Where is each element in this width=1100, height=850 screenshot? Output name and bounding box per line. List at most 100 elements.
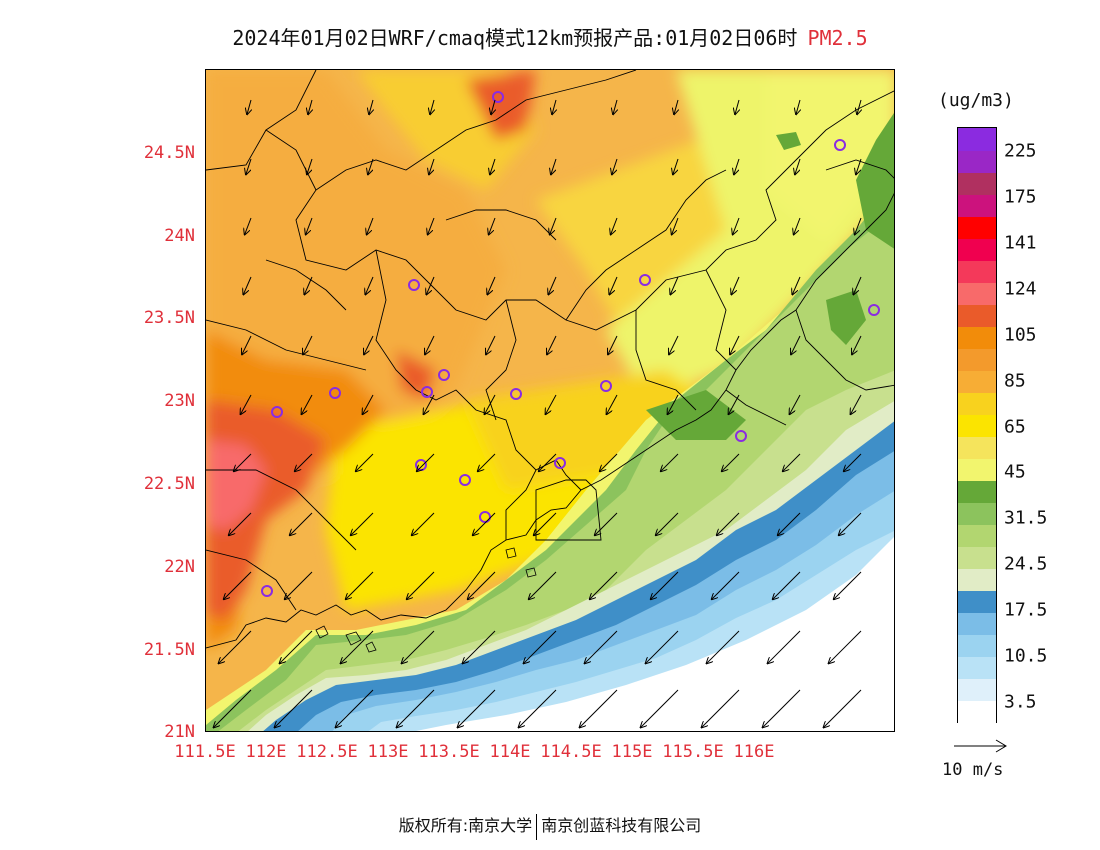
wind-arrow-icon bbox=[489, 217, 496, 234]
coastline-and-boundaries bbox=[206, 70, 894, 649]
wind-arrow-icon bbox=[367, 217, 374, 234]
wind-arrow-icon bbox=[651, 571, 679, 599]
wind-arrow-icon bbox=[529, 571, 557, 599]
station-marker bbox=[510, 388, 522, 400]
wind-arrow-icon bbox=[783, 453, 801, 471]
wind-arrow-icon bbox=[229, 512, 252, 535]
reference-vector-arrow-icon bbox=[954, 739, 1007, 753]
wind-arrow-icon bbox=[773, 571, 801, 599]
color-scale-bar bbox=[957, 127, 997, 723]
wind-arrow-icon bbox=[731, 276, 740, 294]
wind-arrow-icon bbox=[735, 99, 739, 114]
wind-arrow-icon bbox=[428, 217, 435, 234]
wind-arrow-icon bbox=[707, 630, 740, 663]
color-scale-segment bbox=[958, 634, 996, 657]
wind-arrow-icon bbox=[280, 630, 313, 663]
wind-arrow-icon bbox=[796, 99, 800, 114]
lat-label: 24N bbox=[164, 226, 195, 246]
wind-arrow-icon bbox=[612, 158, 618, 174]
lat-label: 21N bbox=[164, 722, 195, 742]
legend-label: 65 bbox=[1004, 416, 1026, 438]
wind-arrow-icon bbox=[295, 453, 313, 471]
station-marker bbox=[261, 585, 273, 597]
station-marker bbox=[421, 386, 433, 398]
wind-arrow-icon bbox=[468, 571, 496, 599]
wind-arrow-icon bbox=[243, 276, 252, 294]
wind-arrow-icon bbox=[722, 453, 740, 471]
wind-arrow-icon bbox=[429, 158, 435, 174]
wind-arrow-icon bbox=[519, 689, 557, 727]
legend-label: 10.5 bbox=[1004, 645, 1048, 667]
lon-label: 112.5E bbox=[296, 742, 358, 762]
legend-label: 124 bbox=[1004, 278, 1037, 300]
color-scale-segment bbox=[958, 458, 996, 481]
wind-arrow-icon bbox=[794, 217, 801, 234]
wind-arrow-icon bbox=[855, 217, 862, 234]
copyright-left: 版权所有:南京大学 bbox=[398, 816, 533, 835]
wind-arrow-icon bbox=[306, 217, 313, 234]
wind-arrow-icon bbox=[844, 453, 862, 471]
wind-arrow-icon bbox=[712, 571, 740, 599]
station-marker bbox=[271, 406, 283, 418]
color-scale-segment bbox=[958, 524, 996, 547]
wind-arrow-icon bbox=[478, 453, 496, 471]
wind-arrow-icon bbox=[285, 571, 313, 599]
wind-arrow-icon bbox=[839, 512, 862, 535]
wind-arrow-icon bbox=[646, 630, 679, 663]
wind-arrow-icon bbox=[548, 276, 557, 294]
copyright-footer: 版权所有:南京大学 南京创蓝科技有限公司 bbox=[0, 812, 1100, 840]
map-title: 2024年01月02日WRF/cmaq模式12km预报产品:01月02日06时 P… bbox=[0, 22, 1100, 51]
wind-arrow-icon bbox=[590, 571, 618, 599]
color-scale-segment bbox=[958, 502, 996, 525]
wind-arrow-icon bbox=[580, 689, 618, 727]
wind-arrow-icon bbox=[241, 394, 252, 414]
color-scale-segment bbox=[958, 480, 996, 503]
title-main: 2024年01月02日WRF/cmaq模式12km预报产品:01月02日06时 bbox=[232, 26, 798, 50]
color-scale-segment bbox=[958, 172, 996, 195]
wind-arrow-icon bbox=[546, 394, 557, 414]
wind-vectors bbox=[214, 99, 862, 727]
wind-arrow-icon bbox=[585, 630, 618, 663]
color-scale-segment bbox=[958, 546, 996, 569]
color-scale-segment bbox=[958, 700, 996, 723]
wind-arrow-icon bbox=[729, 394, 740, 414]
station-marker bbox=[735, 430, 747, 442]
color-scale-segment bbox=[958, 238, 996, 261]
lon-label: 111.5E bbox=[174, 742, 236, 762]
legend-label: 31.5 bbox=[1004, 507, 1048, 529]
legend-label: 17.5 bbox=[1004, 599, 1048, 621]
wind-arrow-icon bbox=[672, 217, 679, 234]
color-scale-segment bbox=[958, 150, 996, 173]
lat-label: 23N bbox=[164, 391, 195, 411]
wind-arrow-icon bbox=[829, 630, 862, 663]
wind-arrow-icon bbox=[424, 394, 435, 414]
lon-label: 115E bbox=[611, 742, 653, 762]
wind-arrow-icon bbox=[364, 335, 374, 354]
lat-label: 24.5N bbox=[143, 143, 195, 163]
wind-arrow-icon bbox=[673, 158, 679, 174]
wind-arrow-icon bbox=[245, 217, 252, 234]
lat-label: 21.5N bbox=[143, 640, 195, 660]
wind-arrow-icon bbox=[290, 512, 313, 535]
wind-arrow-icon bbox=[717, 512, 740, 535]
wind-arrow-icon bbox=[778, 512, 801, 535]
wind-arrow-icon bbox=[307, 158, 313, 174]
wind-arrow-icon bbox=[491, 99, 495, 114]
wind-arrow-icon bbox=[641, 689, 679, 727]
wind-arrow-icon bbox=[608, 335, 618, 354]
color-scale-segment bbox=[958, 370, 996, 393]
wind-arrow-icon bbox=[856, 158, 862, 174]
wind-arrow-icon bbox=[792, 276, 801, 294]
lon-label: 115.5E bbox=[662, 742, 724, 762]
wind-arrow-icon bbox=[242, 335, 252, 354]
legend-label: 3.5 bbox=[1004, 691, 1037, 713]
lon-label: 113.5E bbox=[418, 742, 480, 762]
wind-arrow-icon bbox=[763, 689, 801, 727]
wind-arrow-icon bbox=[247, 99, 251, 114]
wind-arrow-icon bbox=[485, 394, 496, 414]
wind-arrow-icon bbox=[487, 276, 496, 294]
lon-label: 116E bbox=[733, 742, 775, 762]
station-marker bbox=[868, 304, 880, 316]
wind-arrow-icon bbox=[224, 571, 252, 599]
wind-arrow-icon bbox=[341, 630, 374, 663]
